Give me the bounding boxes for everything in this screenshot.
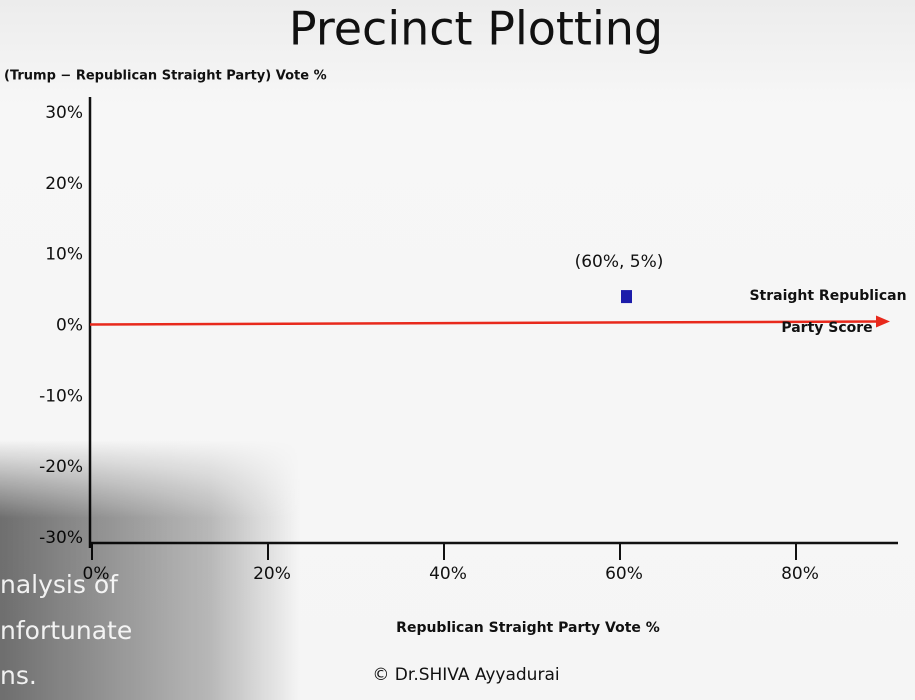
caption-line: ns. — [0, 661, 37, 690]
caption-line: nalysis of — [0, 570, 119, 599]
zero-line-label: Straight Republican — [749, 288, 906, 304]
caption-overlay — [0, 440, 300, 700]
x-tick-label: 60% — [605, 564, 643, 584]
x-tick-label: 40% — [429, 564, 467, 584]
y-axis-label: (Trump − Republican Straight Party) Vote… — [4, 69, 327, 84]
y-tick-label: 30% — [45, 103, 83, 123]
y-tick-label: 0% — [56, 316, 83, 336]
x-axis-label: Republican Straight Party Vote % — [396, 620, 660, 636]
x-tick-label: 80% — [781, 564, 819, 584]
zero-line — [89, 320, 879, 326]
y-tick-label: -10% — [39, 386, 83, 406]
point — [621, 290, 632, 304]
zero-line-label: Party Score — [781, 320, 872, 336]
y-tick-label: 20% — [45, 174, 83, 194]
y-tick-label: 10% — [45, 245, 83, 265]
annotation: (60%, 5%) — [575, 252, 664, 272]
caption-line: nfortunate — [0, 616, 132, 645]
zero-line-arrowhead — [876, 315, 890, 328]
chart-title: Precinct Plotting — [289, 2, 663, 56]
copyright: © Dr.SHIVA Ayyadurai — [372, 665, 559, 685]
